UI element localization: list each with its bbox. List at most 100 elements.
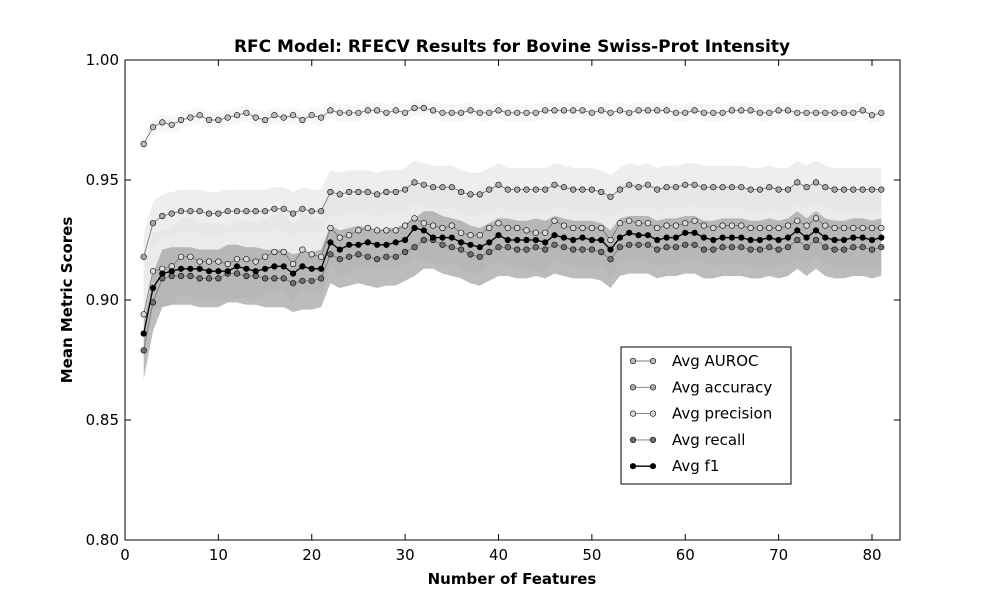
data-point <box>822 222 829 229</box>
legend-item: Avg accuracy <box>629 378 772 396</box>
data-point <box>495 181 502 188</box>
data-point <box>411 244 418 251</box>
data-point <box>523 236 530 244</box>
data-point <box>616 244 624 251</box>
data-point <box>523 246 530 253</box>
data-point <box>224 208 231 215</box>
data-point <box>570 246 577 253</box>
data-point <box>430 107 437 114</box>
data-point <box>392 239 399 246</box>
data-point <box>570 107 577 114</box>
data-point <box>308 277 315 284</box>
data-point <box>728 222 736 229</box>
data-point <box>700 222 708 229</box>
data-point <box>747 246 754 253</box>
x-tick-label: 30 <box>396 546 415 564</box>
legend-marker <box>629 436 637 444</box>
data-point <box>588 224 596 232</box>
data-point <box>327 224 334 232</box>
data-point <box>467 251 474 258</box>
data-point <box>374 107 381 114</box>
data-point <box>224 114 231 121</box>
data-point <box>299 116 306 124</box>
data-point <box>868 186 876 193</box>
data-point <box>747 224 754 232</box>
legend-marker <box>629 410 637 417</box>
data-point <box>346 109 353 116</box>
data-point <box>290 260 297 268</box>
data-point <box>262 116 269 124</box>
data-point <box>691 229 698 236</box>
data-point <box>514 186 521 193</box>
data-point <box>346 253 353 260</box>
data-point <box>654 224 661 232</box>
data-point <box>318 275 325 282</box>
data-point <box>775 224 782 232</box>
data-point <box>159 212 166 220</box>
data-point <box>878 186 885 193</box>
data-point <box>318 208 325 215</box>
data-point <box>803 234 810 241</box>
legend-label: Avg recall <box>672 431 745 449</box>
data-point <box>831 246 838 253</box>
data-point <box>439 224 446 232</box>
data-point <box>700 184 708 191</box>
data-point <box>579 246 586 253</box>
legend-marker <box>629 463 637 470</box>
data-point <box>159 119 166 126</box>
data-point <box>663 107 670 114</box>
data-point <box>299 205 306 212</box>
data-point <box>682 109 689 116</box>
data-point <box>271 263 278 270</box>
data-point <box>439 109 446 116</box>
series-2 <box>140 215 885 318</box>
data-point <box>766 224 773 232</box>
data-point <box>607 193 614 200</box>
data-point <box>598 236 605 244</box>
data-point <box>822 184 829 191</box>
data-point <box>308 112 315 119</box>
data-point <box>784 222 792 229</box>
data-point <box>626 217 633 224</box>
data-point <box>159 270 166 277</box>
data-point <box>271 112 278 119</box>
data-point <box>504 236 511 244</box>
data-point <box>878 244 885 251</box>
data-point <box>448 109 455 116</box>
data-point <box>654 107 661 114</box>
data-point <box>327 239 334 246</box>
data-point <box>318 114 325 121</box>
data-point <box>719 222 726 229</box>
data-point <box>588 236 596 244</box>
data-point <box>448 184 455 191</box>
data-point <box>458 188 465 196</box>
data-point <box>252 114 259 121</box>
data-point <box>868 112 876 119</box>
data-point <box>794 179 801 186</box>
data-point <box>420 227 427 234</box>
data-point <box>719 244 726 251</box>
data-point <box>280 205 287 212</box>
data-point <box>504 109 511 116</box>
data-point <box>308 265 315 272</box>
data-point <box>691 217 698 224</box>
axis-ticks: 0 10 20 30 40 50 60 70 80 0.80 0.85 0.90 0.95 1.00 <box>86 51 900 564</box>
data-point <box>728 234 736 241</box>
data-point <box>140 253 147 260</box>
data-point <box>756 224 764 232</box>
x-tick-label: 20 <box>302 546 321 564</box>
data-point <box>831 109 838 116</box>
chart-title: RFC Model: RFECV Results for Bovine Swis… <box>234 37 790 57</box>
data-point <box>635 220 642 227</box>
data-point <box>682 220 689 227</box>
data-point <box>364 224 371 232</box>
data-point <box>560 184 568 191</box>
data-point <box>486 224 493 232</box>
data-point <box>514 224 521 232</box>
data-point <box>476 244 483 251</box>
data-point <box>233 112 241 119</box>
data-point <box>663 184 670 191</box>
y-tick-label: 0.80 <box>86 531 119 549</box>
legend-item: Avg AUROC <box>629 352 759 370</box>
data-point <box>280 248 287 256</box>
